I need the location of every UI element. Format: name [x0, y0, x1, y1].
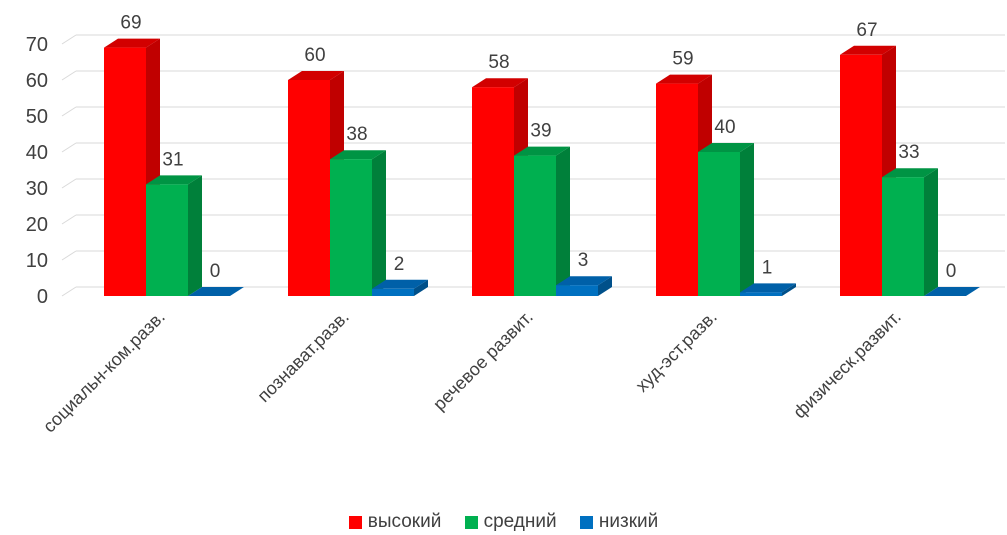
- bar-top: [656, 74, 712, 84]
- bar-front: [104, 47, 146, 296]
- bar-top: [924, 287, 980, 296]
- bar-front: [698, 152, 740, 296]
- bar-top: [146, 175, 202, 185]
- data-label: 2: [394, 254, 405, 275]
- y-tick-label: 70: [26, 34, 48, 56]
- gridline-side: [61, 106, 77, 117]
- bar: [514, 146, 570, 296]
- gridline-side: [61, 214, 77, 225]
- data-label: 40: [714, 117, 735, 138]
- bar-top: [472, 78, 528, 88]
- data-labels: 69 31 0 60 38 2 58 39 3 59 40 1 67 33 0: [120, 13, 956, 282]
- data-label: 0: [210, 261, 221, 282]
- bar-top: [514, 146, 570, 156]
- data-label: 67: [856, 20, 877, 41]
- bar-front: [146, 184, 188, 296]
- bar-front: [514, 155, 556, 296]
- data-label: 3: [578, 250, 589, 271]
- category-label: познават.разв.: [253, 307, 352, 406]
- bar-front: [372, 288, 414, 296]
- y-axis-ticks: 0 10 20 30 40 50 60 70: [26, 34, 48, 308]
- legend-item-medium: средний: [464, 511, 557, 533]
- bar-front: [840, 54, 882, 296]
- bar-top: [698, 143, 754, 152]
- gridline-side: [61, 70, 77, 81]
- bar-front: [882, 177, 924, 296]
- gridline-side: [61, 286, 77, 297]
- data-label: 1: [762, 257, 773, 278]
- category-label: социальн-ком.разв.: [39, 307, 169, 437]
- category-labels: социальн-ком.разв. познават.разв. речевое …: [39, 307, 905, 437]
- bar-side: [556, 146, 570, 296]
- bar-side: [188, 175, 202, 296]
- category-label: худ-эст.разв.: [632, 307, 721, 396]
- legend: высокий средний низкий: [0, 511, 1007, 535]
- bar-side: [414, 279, 428, 296]
- bar-top: [372, 279, 428, 289]
- bar-front: [472, 87, 514, 296]
- bar: [188, 287, 244, 296]
- bar: [146, 175, 202, 296]
- bar-front: [330, 159, 372, 296]
- data-label: 0: [946, 261, 957, 282]
- y-tick-label: 30: [26, 178, 48, 200]
- legend-item-low: низкий: [579, 511, 659, 533]
- y-tick-label: 60: [26, 70, 48, 92]
- legend-swatch-high: [348, 515, 362, 529]
- bar: [882, 168, 938, 296]
- bar: [372, 279, 428, 296]
- data-label: 33: [898, 142, 919, 163]
- bar-top: [330, 150, 386, 160]
- data-label: 39: [530, 121, 551, 142]
- bars: [104, 38, 980, 296]
- legend-item-high: высокий: [348, 511, 442, 533]
- bar-side: [924, 168, 938, 296]
- y-tick-label: 20: [26, 214, 48, 236]
- bar: [556, 276, 612, 296]
- legend-swatch-medium: [464, 515, 478, 529]
- gridline-side: [61, 178, 77, 189]
- bar-front: [740, 292, 782, 296]
- bar-side: [782, 283, 796, 296]
- bar-side: [372, 150, 386, 296]
- bar-front: [288, 80, 330, 296]
- bar-front: [656, 83, 698, 296]
- y-tick-label: 40: [26, 142, 48, 164]
- bar-side: [598, 276, 612, 296]
- bar: [330, 150, 386, 296]
- legend-label-low: низкий: [598, 511, 659, 532]
- y-tick-label: 0: [37, 286, 48, 308]
- data-label: 59: [672, 49, 693, 70]
- data-label: 60: [304, 45, 325, 66]
- bar: [698, 143, 754, 296]
- bar-top: [104, 38, 160, 48]
- bar-top: [288, 71, 344, 80]
- category-label: физическ.развит.: [789, 307, 905, 423]
- legend-label-medium: средний: [483, 511, 557, 532]
- data-label: 38: [346, 124, 367, 145]
- legend-swatch-low: [579, 515, 593, 529]
- bar-top: [882, 168, 938, 178]
- bar-top: [740, 283, 796, 293]
- bar-front: [556, 285, 598, 296]
- data-label: 31: [162, 149, 183, 170]
- bar: [924, 287, 980, 296]
- data-label: 69: [120, 13, 141, 34]
- data-label: 58: [488, 52, 509, 73]
- bar: [740, 283, 796, 296]
- bar-top: [556, 276, 612, 286]
- legend-label-high: высокий: [367, 511, 442, 532]
- category-label: речевое развит.: [429, 307, 537, 415]
- gridline-side: [61, 142, 77, 153]
- gridline-side: [61, 34, 77, 45]
- y-tick-label: 10: [26, 250, 48, 272]
- chart: 0 10 20 30 40 50 60 70 69 31 0 60 38 2 58 39 3 59 40 1 67 33…: [26, 13, 1005, 437]
- bar-side: [740, 143, 754, 296]
- bar-top: [840, 45, 896, 55]
- gridline-side: [61, 250, 77, 261]
- bar-top: [188, 287, 244, 296]
- y-tick-label: 50: [26, 106, 48, 128]
